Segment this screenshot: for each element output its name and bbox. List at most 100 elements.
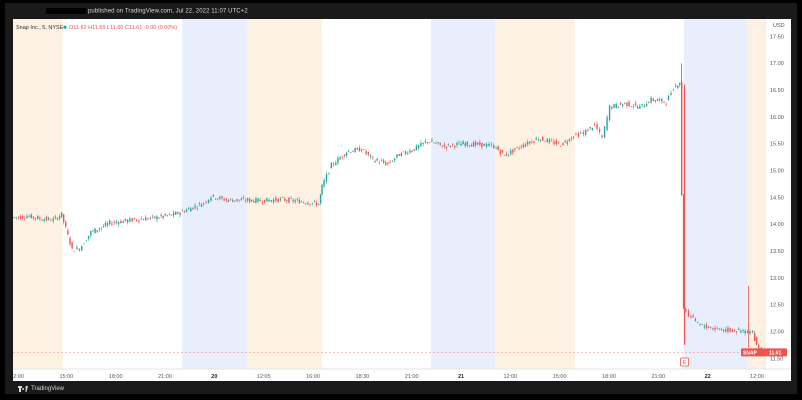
candle-body: [168, 214, 171, 215]
candle-body: [39, 217, 41, 219]
candle-body: [580, 132, 582, 134]
candle-body: [160, 214, 162, 217]
candle-body: [111, 223, 113, 225]
candle-body: [396, 154, 398, 158]
candle-body: [81, 245, 83, 251]
candle-body: [284, 198, 286, 201]
candle-body: [106, 223, 109, 226]
candle-body: [710, 327, 712, 329]
candle-body: [263, 199, 266, 203]
x-tick-label: 12:00: [13, 374, 24, 380]
redacted-block: [46, 8, 86, 14]
candle-body: [524, 144, 527, 147]
candle-body: [568, 139, 571, 142]
candle-body: [71, 242, 73, 249]
candle-body: [639, 105, 641, 109]
candle-body: [648, 102, 650, 103]
candle-body: [129, 218, 131, 222]
candle-body: [672, 89, 675, 91]
candle-body: [560, 146, 562, 147]
candle-body: [737, 328, 740, 330]
candle-body: [587, 130, 589, 132]
candle-body: [472, 142, 475, 147]
candle-body: [393, 158, 396, 161]
candle-body: [32, 216, 35, 219]
candle-body: [98, 228, 100, 230]
candle-body: [677, 85, 679, 88]
chart-panel[interactable]: USD 17.50 17.00 16.50 16.00 15.50 15.00 14.50 14…: [13, 19, 791, 381]
candle-body: [251, 199, 253, 202]
x-tick-label: 12:05: [257, 374, 271, 380]
candle-body: [122, 221, 124, 223]
x-tick-label: 21:00: [158, 374, 172, 380]
candle-body: [466, 141, 469, 146]
y-tick-label: 13.00: [770, 276, 784, 282]
candle-body: [727, 327, 729, 332]
y-tick-label: 17.00: [770, 61, 784, 67]
candle-body: [279, 198, 282, 200]
candle-body: [21, 215, 24, 219]
candle-body: [360, 149, 363, 151]
candle-body: [591, 127, 594, 131]
candle-body: [447, 144, 450, 145]
screenshot-frame: published on TradingView.com, Jul 22, 20…: [5, 3, 797, 394]
candle-body: [378, 162, 381, 164]
candle-body: [443, 144, 446, 147]
candle-body: [431, 140, 433, 142]
candle-body: [551, 140, 553, 142]
candle-body: [694, 318, 697, 321]
x-tick-label: 18:00: [109, 374, 123, 380]
candle-body: [701, 324, 703, 325]
candle-body: [348, 151, 350, 152]
session-band-premarket: [13, 19, 63, 369]
candle-body: [147, 218, 149, 220]
candle-body: [495, 147, 497, 149]
tradingview-brand: TradingView: [31, 386, 65, 392]
candle-body: [210, 197, 212, 201]
candle-body: [15, 217, 17, 218]
candle-body: [507, 154, 510, 156]
candle-body: [325, 174, 328, 182]
session-band-premarket: [246, 19, 323, 369]
candle-body: [462, 141, 464, 145]
candle-body: [270, 200, 273, 202]
candle-body: [124, 218, 127, 221]
candle-body: [341, 156, 343, 158]
candle-body: [104, 222, 107, 227]
candle-body: [358, 147, 361, 152]
candle-body: [389, 162, 391, 163]
candle-body: [223, 199, 225, 201]
candle-body: [624, 102, 626, 104]
candle-body: [667, 95, 670, 101]
candle-body: [365, 151, 367, 154]
candle-body: [731, 329, 733, 333]
candle-body: [474, 141, 477, 146]
candle-body: [52, 218, 54, 221]
x-tick-label: 12:00: [503, 374, 517, 380]
candle-body: [488, 143, 490, 147]
x-tick-label: 16:00: [306, 374, 320, 380]
candle-body: [542, 136, 544, 141]
candle-body: [703, 326, 706, 328]
candle-body: [175, 211, 177, 215]
y-tick-label: 15.00: [770, 169, 784, 175]
candle-body: [58, 216, 61, 219]
candle-body: [566, 141, 568, 144]
candle-body: [458, 142, 460, 144]
price-chart[interactable]: USD 17.50 17.00 16.50 16.00 15.50 15.00 14.50 14…: [13, 19, 791, 381]
candle-body: [460, 143, 462, 146]
candle-body: [45, 216, 48, 221]
candle-body: [603, 126, 606, 138]
candle-body: [275, 197, 277, 201]
candle-body: [367, 151, 370, 155]
y-tick-label: 11.50: [770, 356, 783, 362]
candle-body: [749, 331, 751, 334]
candle-body: [321, 184, 323, 195]
candle-body: [477, 142, 479, 145]
candle-body: [714, 327, 716, 330]
candle-body: [722, 329, 725, 331]
candle-body: [374, 161, 376, 163]
candle-body: [589, 127, 591, 129]
candle-body: [48, 217, 50, 220]
candle-body: [92, 230, 94, 232]
